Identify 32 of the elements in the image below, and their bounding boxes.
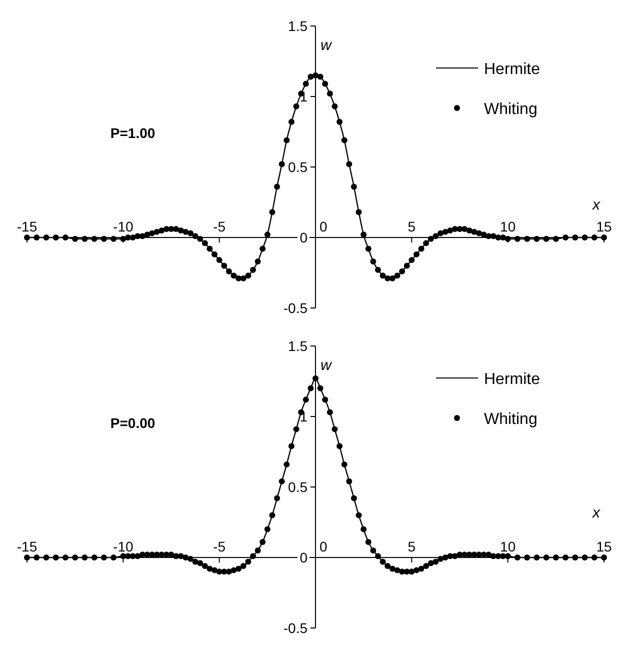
legend-label: Whiting xyxy=(484,411,538,428)
y-tick-label: 0 xyxy=(300,230,308,246)
x-tick-label: 5 xyxy=(408,218,416,234)
x-tick-label: 0 xyxy=(320,218,328,234)
y-tick-label: 0 xyxy=(300,550,308,566)
x-tick-label: -5 xyxy=(213,538,226,554)
x-tick-label: -15 xyxy=(16,218,38,234)
y-tick-label: 1.5 xyxy=(288,18,308,34)
legend-label: Hermite xyxy=(484,371,540,388)
y-axis-title: w xyxy=(320,357,332,374)
x-tick-label: 15 xyxy=(596,538,612,554)
y-tick-label: -0.5 xyxy=(283,620,308,636)
x-tick-label: 5 xyxy=(408,538,416,554)
x-axis-title: x xyxy=(592,504,600,522)
legend-label: Whiting xyxy=(484,101,538,118)
x-tick-label: -10 xyxy=(113,218,134,234)
x-axis-title: x xyxy=(592,196,600,214)
y-axis-title: w xyxy=(320,37,332,54)
annotation: P=0.00 xyxy=(110,415,156,431)
y-tick-label: 1.5 xyxy=(288,338,308,354)
x-tick-label: 15 xyxy=(596,218,612,234)
x-tick-label: -10 xyxy=(113,538,134,554)
annotation: P=1.00 xyxy=(110,125,156,141)
y-tick-label: 0.5 xyxy=(288,479,308,495)
x-tick-label: -5 xyxy=(213,218,226,234)
legend-label: Hermite xyxy=(484,61,540,78)
x-tick-label: -15 xyxy=(16,538,38,554)
x-tick-label: 0 xyxy=(320,538,328,554)
y-tick-label: 0.5 xyxy=(288,159,308,175)
x-tick-label: 10 xyxy=(500,538,516,554)
y-tick-label: -0.5 xyxy=(283,300,308,316)
x-tick-label: 10 xyxy=(500,218,516,234)
